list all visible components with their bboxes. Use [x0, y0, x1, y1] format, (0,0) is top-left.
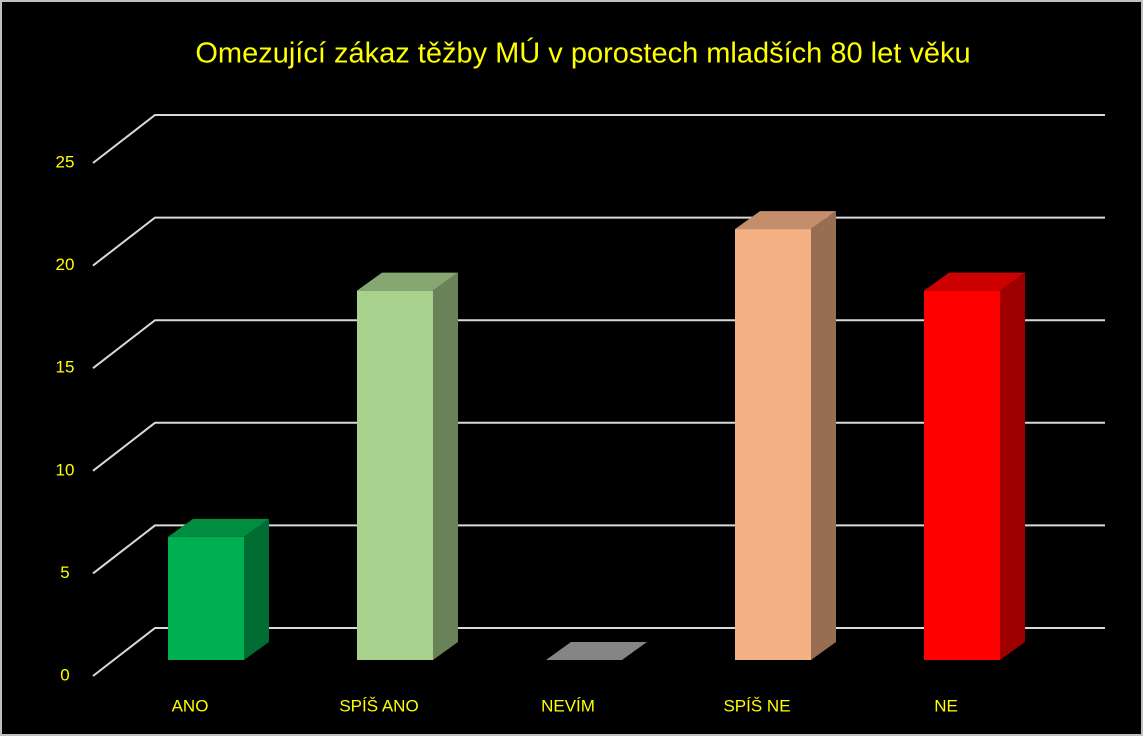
y-tick-label: 25 [56, 152, 75, 171]
bar [735, 229, 811, 660]
bar-top [168, 518, 269, 537]
x-tick-label: SPÍŠ NE [723, 696, 790, 715]
bar [357, 290, 433, 660]
x-tick-label: NEVÍM [541, 696, 595, 715]
y-tick-label: 20 [56, 255, 75, 274]
y-tick-label: 0 [60, 665, 69, 684]
bar-side [811, 211, 836, 660]
bar [924, 290, 1000, 660]
bar-top [546, 642, 647, 660]
bar-side [433, 272, 458, 660]
x-tick-label: NE [934, 696, 958, 715]
bar-side [1000, 272, 1025, 660]
bar-top [357, 272, 458, 291]
grid-line [92, 114, 1105, 164]
bar-side [244, 518, 269, 660]
x-tick-label: SPÍŠ ANO [339, 696, 418, 715]
y-tick-label: 5 [60, 563, 69, 582]
y-tick-label: 15 [56, 358, 75, 377]
chart-title: Omezující zákaz těžby MÚ v porostech mla… [195, 37, 970, 70]
bar-top [924, 272, 1025, 291]
bar [168, 536, 244, 660]
y-tick-label: 10 [56, 460, 75, 479]
bar-top [735, 211, 836, 230]
x-tick-label: ANO [172, 696, 209, 715]
